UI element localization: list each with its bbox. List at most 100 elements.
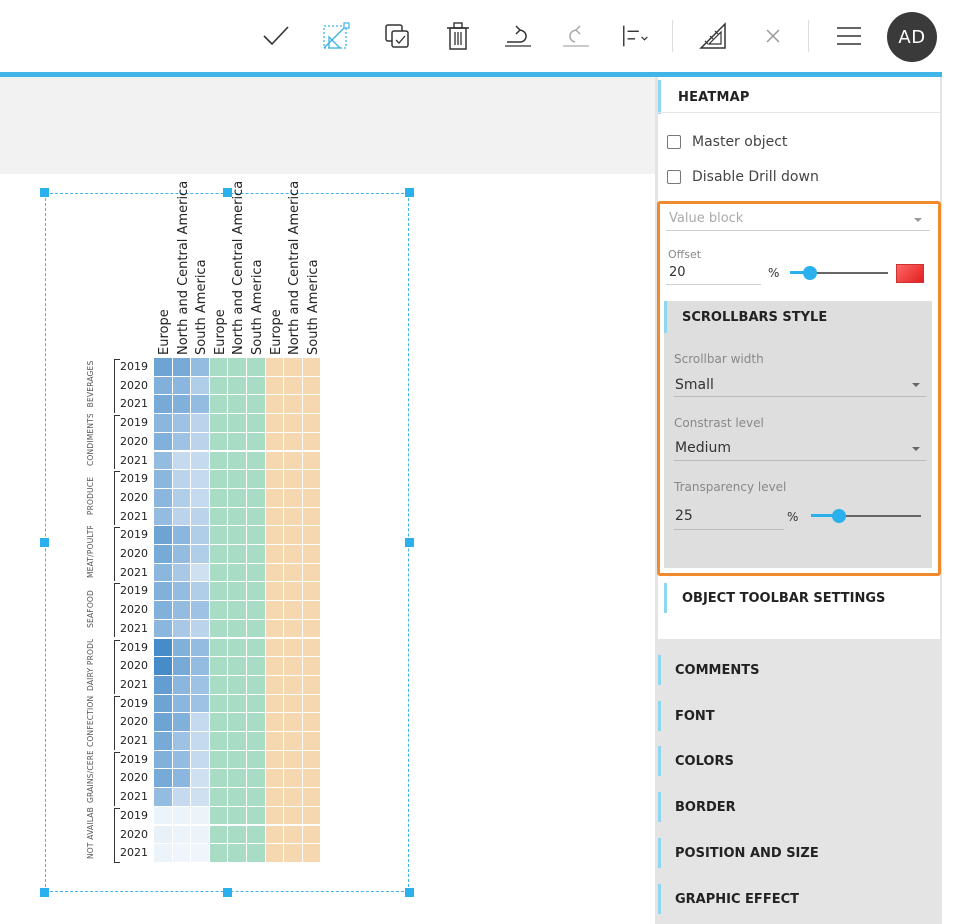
heatmap-cell[interactable] xyxy=(284,432,302,451)
heatmap-cell[interactable] xyxy=(247,732,265,750)
heatmap-cell[interactable] xyxy=(302,601,321,619)
heatmap-cell[interactable] xyxy=(302,769,321,788)
resize-handle[interactable] xyxy=(40,188,49,197)
heatmap-cell[interactable] xyxy=(228,451,246,470)
heatmap-cell[interactable] xyxy=(265,563,284,582)
heatmap-cell[interactable] xyxy=(265,694,284,713)
heatmap-cell[interactable] xyxy=(209,601,228,619)
heatmap-cell[interactable] xyxy=(247,582,265,601)
heatmap-cell[interactable] xyxy=(172,488,191,507)
heatmap-cell[interactable] xyxy=(284,395,302,414)
heatmap-cell[interactable] xyxy=(172,358,191,376)
heatmap-cell[interactable] xyxy=(228,769,246,788)
heatmap-cell[interactable] xyxy=(265,526,284,544)
heatmap-cell[interactable] xyxy=(284,806,302,825)
heatmap-cell[interactable] xyxy=(154,844,172,862)
heatmap-cell[interactable] xyxy=(172,414,191,432)
heatmap-cell[interactable] xyxy=(284,825,302,844)
heatmap-cell[interactable] xyxy=(228,601,246,619)
heatmap-cell[interactable] xyxy=(154,395,172,414)
heatmap-cell[interactable] xyxy=(265,619,284,638)
heatmap-cell[interactable] xyxy=(228,507,246,526)
heatmap-cell[interactable] xyxy=(265,545,284,563)
section-border[interactable]: BORDER xyxy=(658,792,941,822)
heatmap-cell[interactable] xyxy=(172,601,191,619)
heatmap-cell[interactable] xyxy=(191,507,209,526)
heatmap-cell[interactable] xyxy=(247,507,265,526)
heatmap-cell[interactable] xyxy=(209,806,228,825)
section-comments[interactable]: COMMENTS xyxy=(658,655,941,685)
pivot-icon[interactable] xyxy=(320,20,352,52)
heatmap-cell[interactable] xyxy=(209,376,228,395)
heatmap-cell[interactable] xyxy=(265,750,284,769)
heatmap-cell[interactable] xyxy=(172,451,191,470)
heatmap-cell[interactable] xyxy=(302,376,321,395)
heatmap-cell[interactable] xyxy=(284,713,302,731)
heatmap-cell[interactable] xyxy=(302,470,321,488)
heatmap-cell[interactable] xyxy=(172,732,191,750)
heatmap-cell[interactable] xyxy=(172,376,191,395)
value-block-select[interactable]: Value block xyxy=(669,211,744,226)
heatmap-cell[interactable] xyxy=(191,788,209,806)
heatmap-cell[interactable] xyxy=(209,638,228,657)
heatmap-cell[interactable] xyxy=(172,470,191,488)
heatmap-cell[interactable] xyxy=(228,675,246,694)
heatmap-cell[interactable] xyxy=(154,376,172,395)
heatmap-cell[interactable] xyxy=(209,675,228,694)
heatmap-cell[interactable] xyxy=(265,376,284,395)
heatmap-cell[interactable] xyxy=(209,507,228,526)
heatmap-cell[interactable] xyxy=(154,750,172,769)
heatmap-cell[interactable] xyxy=(247,806,265,825)
heatmap-cell[interactable] xyxy=(172,563,191,582)
heatmap-cell[interactable] xyxy=(265,488,284,507)
close-icon[interactable] xyxy=(757,20,789,52)
heatmap-cell[interactable] xyxy=(302,432,321,451)
transparency-input[interactable]: 25 xyxy=(675,508,693,524)
heatmap-cell[interactable] xyxy=(284,675,302,694)
heatmap-cell[interactable] xyxy=(154,432,172,451)
heatmap-cell[interactable] xyxy=(172,582,191,601)
heatmap-cell[interactable] xyxy=(247,601,265,619)
trash-icon[interactable] xyxy=(442,20,474,52)
heatmap-cell[interactable] xyxy=(228,750,246,769)
heatmap-cell[interactable] xyxy=(265,769,284,788)
heatmap-cell[interactable] xyxy=(302,619,321,638)
transparency-slider-knob[interactable] xyxy=(831,509,846,523)
heatmap-cell[interactable] xyxy=(191,545,209,563)
heatmap-cell[interactable] xyxy=(172,694,191,713)
heatmap-cell[interactable] xyxy=(209,619,228,638)
heatmap-cell[interactable] xyxy=(247,825,265,844)
heatmap-cell[interactable] xyxy=(247,488,265,507)
heatmap-cell[interactable] xyxy=(172,545,191,563)
heatmap-cell[interactable] xyxy=(247,526,265,544)
heatmap-cell[interactable] xyxy=(284,750,302,769)
heatmap-cell[interactable] xyxy=(172,713,191,731)
section-graphic-effect[interactable]: GRAPHIC EFFECT xyxy=(658,884,941,914)
heatmap-cell[interactable] xyxy=(154,732,172,750)
heatmap-cell[interactable] xyxy=(172,806,191,825)
resize-handle[interactable] xyxy=(405,188,414,197)
heatmap-cell[interactable] xyxy=(172,675,191,694)
align-icon[interactable] xyxy=(620,20,652,52)
heatmap-cell[interactable] xyxy=(302,488,321,507)
heatmap-cell[interactable] xyxy=(302,395,321,414)
heatmap-cell[interactable] xyxy=(172,638,191,657)
heatmap-cell[interactable] xyxy=(265,844,284,862)
heatmap-cell[interactable] xyxy=(302,507,321,526)
heatmap-cell[interactable] xyxy=(265,582,284,601)
heatmap-cell[interactable] xyxy=(191,470,209,488)
heatmap-cell[interactable] xyxy=(247,844,265,862)
heatmap-cell[interactable] xyxy=(228,414,246,432)
offset-slider-track[interactable] xyxy=(790,272,888,274)
heatmap-cell[interactable] xyxy=(228,713,246,731)
heatmap-cell[interactable] xyxy=(265,507,284,526)
heatmap-cell[interactable] xyxy=(191,563,209,582)
section-colors[interactable]: COLORS xyxy=(658,746,941,776)
heatmap-cell[interactable] xyxy=(247,470,265,488)
heatmap-cell[interactable] xyxy=(154,638,172,657)
heatmap-cell[interactable] xyxy=(302,526,321,544)
heatmap-cell[interactable] xyxy=(191,638,209,657)
heatmap-cell[interactable] xyxy=(191,825,209,844)
heatmap-cell[interactable] xyxy=(191,432,209,451)
heatmap-cell[interactable] xyxy=(172,507,191,526)
